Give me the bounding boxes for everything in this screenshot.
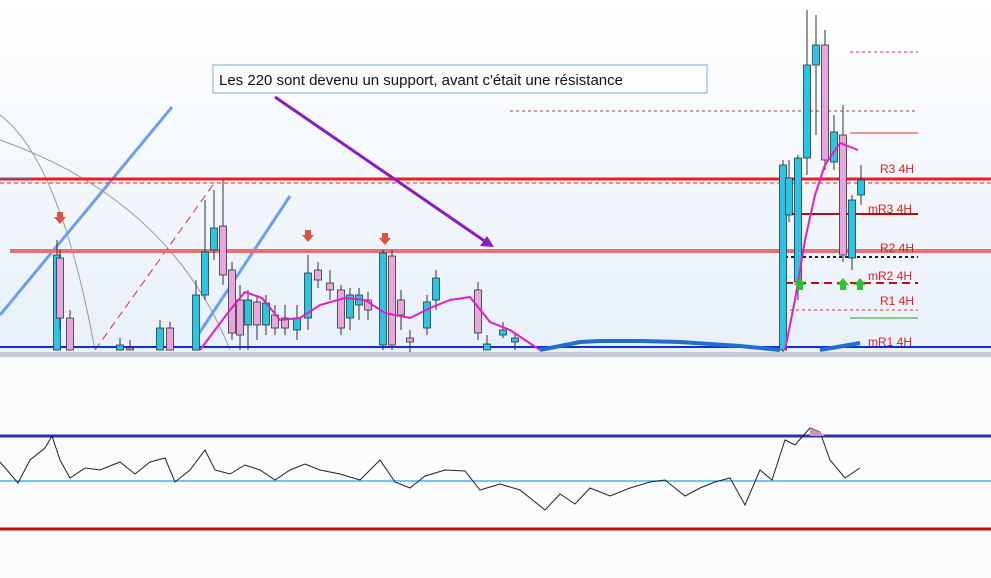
candle-body [314, 269, 322, 281]
candle-body [293, 317, 301, 331]
candle-body [253, 301, 261, 326]
candle-body [511, 337, 519, 343]
candle-body [66, 317, 74, 351]
candle-body [483, 343, 491, 351]
candle-body [406, 337, 414, 343]
level-label: mR2 4H [868, 269, 912, 283]
candle-body [848, 199, 856, 259]
level-label: R2 4H [880, 241, 914, 255]
signal-arrows [54, 212, 866, 290]
candle-body [326, 282, 334, 291]
candle-body [236, 299, 244, 336]
candle-body [156, 327, 164, 351]
level-label: R1 4H [880, 294, 914, 308]
candle-body [839, 134, 847, 256]
candle-body [228, 269, 236, 334]
level-label: mR3 4H [868, 202, 912, 216]
down-arrow [54, 212, 66, 224]
annotation-arrow [274, 95, 487, 244]
trend-line [0, 106, 174, 316]
candle-body [304, 272, 312, 319]
candle-body [397, 299, 405, 316]
candle-body [56, 257, 64, 319]
candle-body [126, 347, 134, 351]
oscillator-fill [810, 428, 825, 436]
candle-body [803, 64, 811, 159]
candle-body [192, 294, 200, 351]
candle-body [812, 44, 820, 66]
candles [53, 10, 865, 352]
up-arrow [794, 278, 806, 290]
candle-body [857, 179, 865, 196]
candle-body [499, 329, 507, 336]
candle-body [379, 252, 387, 346]
level-label: R3 4H [880, 162, 914, 176]
panel-separator [0, 352, 991, 357]
candle-body [281, 317, 289, 329]
candle-body [210, 227, 218, 251]
candle-body [116, 344, 124, 351]
moving-average [784, 141, 859, 351]
candle-body [337, 289, 345, 329]
moving-average [199, 290, 541, 351]
annotation-arrowhead [480, 236, 494, 247]
candle-body [821, 44, 829, 161]
up-arrow [854, 278, 866, 290]
candle-body [388, 255, 396, 346]
arc [0, 114, 96, 351]
down-arrow [302, 230, 314, 242]
candle-body [785, 177, 793, 216]
oscillator-panel [0, 357, 991, 578]
annotation-box [212, 64, 708, 94]
candle-body [423, 301, 431, 329]
down-arrow [379, 233, 391, 245]
candle-body [346, 294, 354, 319]
trend-line [196, 195, 292, 336]
candle-body [166, 327, 174, 351]
candle-body [432, 277, 440, 301]
candle-body [219, 225, 227, 276]
trend-line [94, 181, 216, 351]
up-arrow [837, 278, 849, 290]
level-label: mR1 4H [868, 335, 912, 349]
annotation-text: Les 220 sont devenu un support, avant c'… [219, 72, 623, 89]
candle-body [244, 299, 252, 326]
oscillator-line [0, 427, 861, 511]
candle-body [201, 251, 209, 296]
candle-body [779, 164, 787, 351]
indicator-line [539, 339, 781, 352]
indicator-line [819, 341, 861, 352]
